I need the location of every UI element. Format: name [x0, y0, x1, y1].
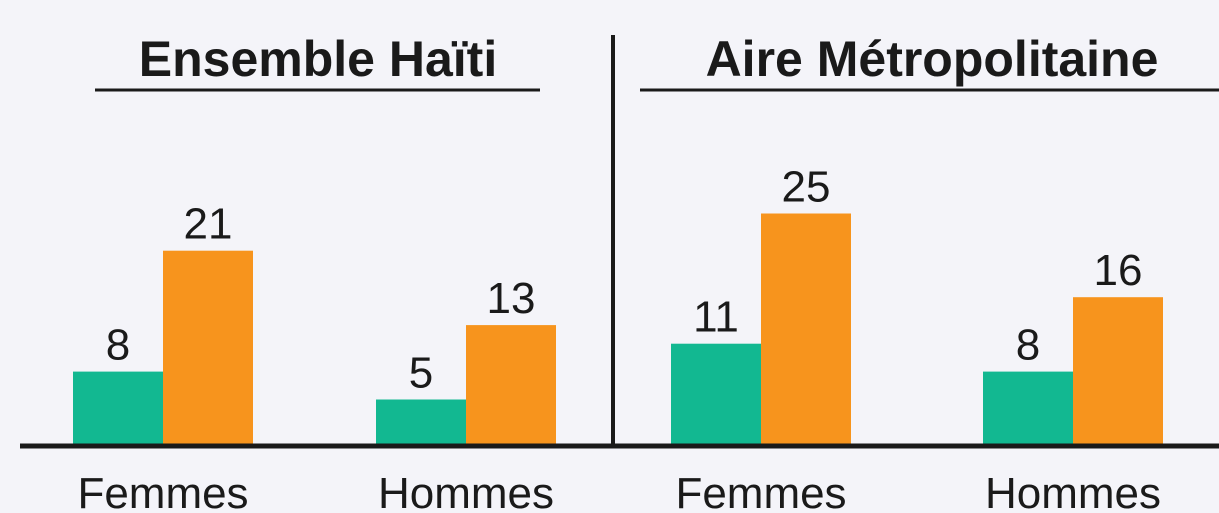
x-tick-label: Femmes	[675, 469, 846, 513]
value-label: 13	[487, 274, 536, 323]
bar	[1073, 297, 1163, 446]
value-label: 16	[1094, 246, 1143, 295]
bar	[73, 371, 163, 446]
value-label: 8	[1016, 321, 1040, 370]
panel-title: Ensemble Haïti	[139, 31, 497, 87]
bar	[466, 325, 556, 446]
panel-title: Aire Métropolitaine	[706, 31, 1159, 87]
bar	[671, 343, 761, 446]
value-label: 11	[693, 293, 739, 342]
value-label: 5	[409, 349, 433, 398]
x-tick-label: Hommes	[985, 469, 1161, 513]
bar	[376, 399, 466, 446]
bar	[163, 250, 253, 446]
bar	[983, 371, 1073, 446]
value-label: 25	[782, 163, 831, 212]
value-label: 21	[184, 200, 233, 249]
bar	[761, 213, 851, 446]
value-label: 8	[106, 321, 130, 370]
x-tick-label: Hommes	[378, 469, 554, 513]
x-tick-label: Femmes	[77, 469, 248, 513]
